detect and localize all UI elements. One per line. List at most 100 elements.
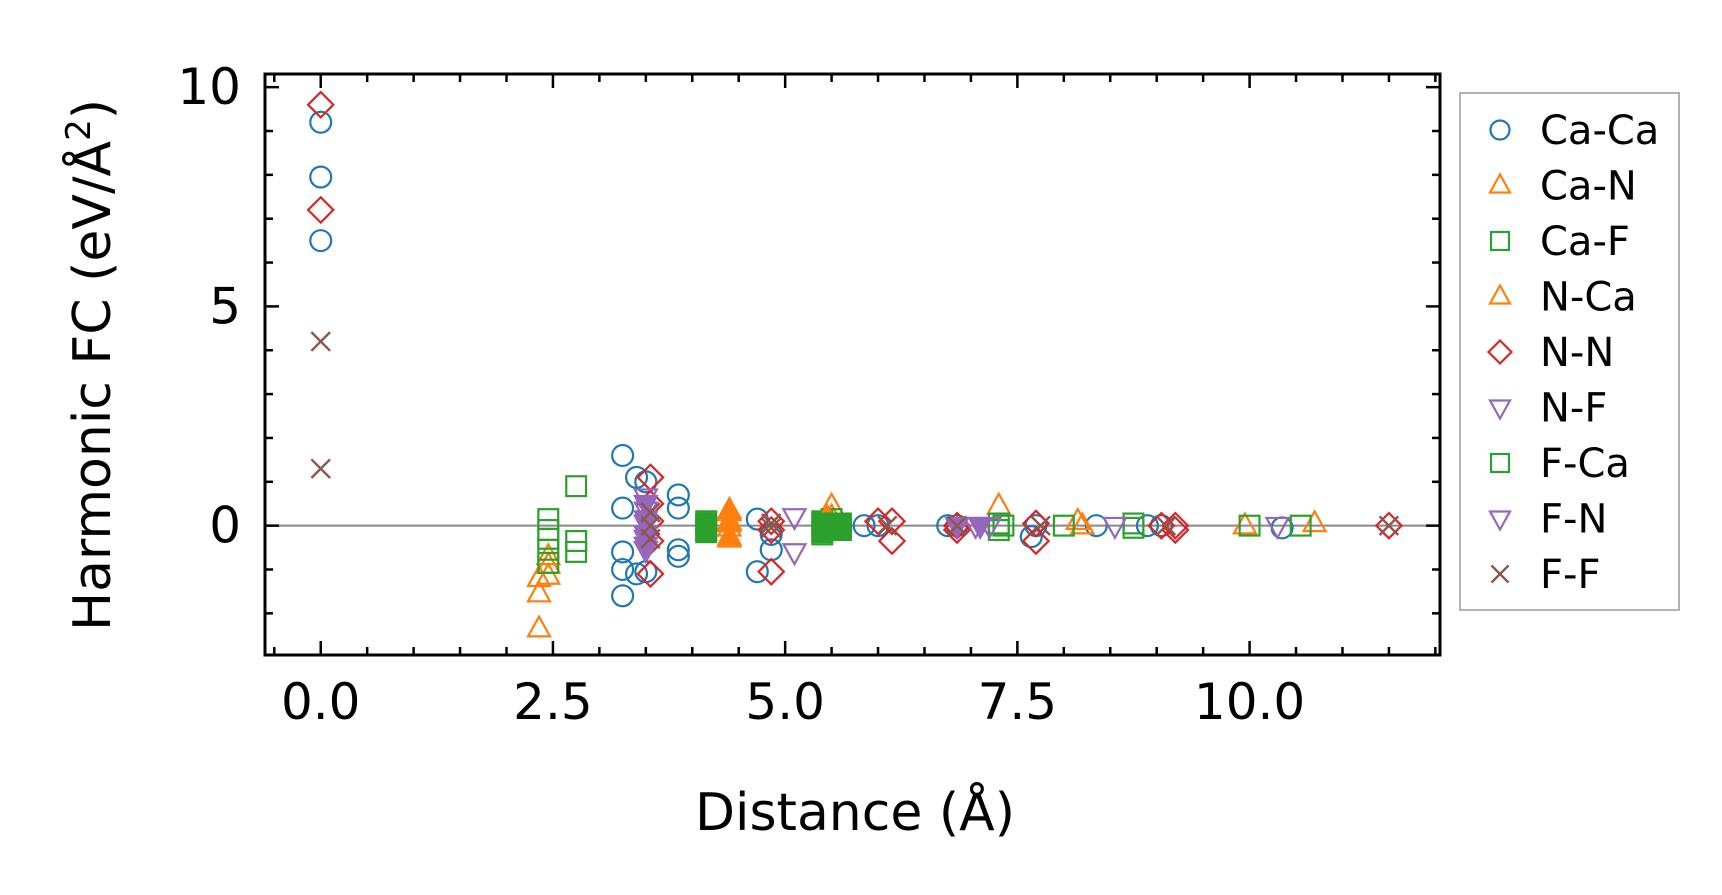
point-f-f-stroke-b [640, 528, 661, 549]
point-ca-f [537, 538, 560, 561]
point-f-f [761, 517, 782, 539]
point-ca-ca [666, 544, 690, 568]
point-ca-f [1122, 516, 1145, 539]
point-f-f [1155, 515, 1177, 536]
legend-marker-f-ca [1489, 452, 1511, 474]
point-n-n [942, 515, 972, 545]
legend-label-f-n: F-N [1540, 497, 1607, 543]
point-ca-n [985, 491, 1012, 515]
point-f-f-stroke-b [1030, 515, 1051, 536]
point-n-n [636, 559, 665, 589]
point-ca-f [565, 475, 588, 498]
legend-label-f-f: F-F [1540, 552, 1600, 598]
point-n-n [757, 557, 786, 586]
legend-marker-ca-ca [1489, 119, 1511, 141]
x-axis-label: Distance (Å) [695, 781, 1015, 843]
y-tick-label: 10 [177, 58, 241, 116]
point-f-f [761, 513, 782, 534]
series-n-n [306, 90, 1404, 589]
series-ca-f [537, 475, 1312, 574]
point-f-f-stroke-b [310, 331, 331, 352]
point-f-f [640, 528, 661, 549]
point-ca-n [535, 541, 562, 566]
data-points-layer [306, 90, 1404, 638]
point-n-n [757, 507, 786, 536]
point-ca-ca [611, 557, 635, 582]
point-n-ca [716, 522, 743, 546]
point-f-f [877, 515, 898, 536]
point-ca-ca [1135, 514, 1159, 538]
plot-area-frame [263, 72, 1442, 657]
x-tick-label: 5.0 [745, 673, 825, 731]
legend: Ca-Ca Ca-N Ca-F N-Ca N-N N-F F-Ca F-N F-F [1459, 92, 1680, 611]
point-ca-n [1064, 506, 1091, 531]
point-ca-ca [309, 229, 333, 253]
point-ca-ca [611, 540, 635, 564]
point-ca-n [526, 563, 552, 588]
y-tick-label: 5 [209, 277, 241, 335]
axis-ticks [265, 74, 1440, 655]
legend-marker-n-f [1488, 399, 1512, 421]
point-f-f-stroke-b [1155, 515, 1177, 536]
legend-marker-ca-n [1488, 172, 1512, 194]
point-ca-ca [852, 514, 876, 538]
point-ca-ca [666, 496, 690, 520]
legend-label-n-f: N-F [1540, 386, 1607, 432]
point-f-n [632, 536, 659, 560]
series-f-ca [695, 512, 852, 544]
point-ca-f [537, 551, 560, 574]
point-n-n [757, 515, 786, 545]
legend-marker-f-f [1490, 564, 1510, 584]
point-f-ca [695, 521, 718, 544]
x-tick-label: 10.0 [1194, 673, 1305, 731]
point-n-f [781, 508, 808, 532]
point-f-f [310, 458, 331, 479]
point-n-f [1102, 516, 1128, 541]
legend-label-n-ca: N-Ca [1540, 275, 1637, 321]
point-ca-n [526, 579, 552, 603]
legend-marker-f-n [1488, 510, 1512, 532]
point-ca-n [1069, 511, 1096, 535]
point-ca-ca [1019, 525, 1043, 549]
point-f-f-stroke-b [761, 513, 782, 534]
point-ca-ca [1149, 514, 1173, 538]
point-n-n [1161, 511, 1190, 540]
point-ca-ca [611, 584, 635, 608]
point-f-f-stroke-b [761, 517, 782, 539]
legend-label-ca-n: Ca-N [1540, 164, 1637, 210]
legend-label-ca-ca: Ca-Ca [1540, 108, 1659, 154]
y-axis-label-end: ) [63, 99, 123, 119]
legend-marker-ca-f [1489, 230, 1511, 252]
point-ca-ca [666, 538, 690, 562]
legend-marker-f-f-stroke-b [1490, 564, 1510, 584]
point-f-f [946, 515, 968, 536]
legend-marker-n-n [1486, 338, 1514, 366]
point-ca-ca [309, 165, 333, 189]
legend-label-f-ca: F-Ca [1540, 441, 1630, 487]
point-ca-f [992, 514, 1015, 537]
point-ca-f [1289, 514, 1312, 537]
point-ca-ca [634, 470, 658, 494]
series-ca-ca [309, 110, 1294, 608]
point-f-ca [829, 519, 852, 542]
point-n-n [306, 90, 335, 119]
y-tick-label: 0 [209, 497, 241, 555]
point-ca-f [1238, 514, 1261, 537]
point-n-n [1021, 509, 1051, 538]
point-ca-ca [666, 483, 690, 507]
point-n-n [1374, 511, 1404, 540]
point-ca-f [1052, 514, 1075, 537]
point-ca-n [526, 614, 552, 638]
point-n-n [877, 526, 907, 556]
series-f-f [310, 331, 1400, 549]
point-f-n [967, 516, 994, 541]
point-f-f [1030, 515, 1051, 536]
point-ca-ca [624, 562, 649, 586]
point-ca-ca [611, 443, 635, 468]
legend-marker-n-ca [1488, 283, 1512, 305]
point-ca-ca [611, 496, 635, 520]
point-ca-n [1301, 509, 1328, 533]
point-f-f-stroke-b [310, 458, 331, 479]
point-f-n [632, 494, 659, 519]
